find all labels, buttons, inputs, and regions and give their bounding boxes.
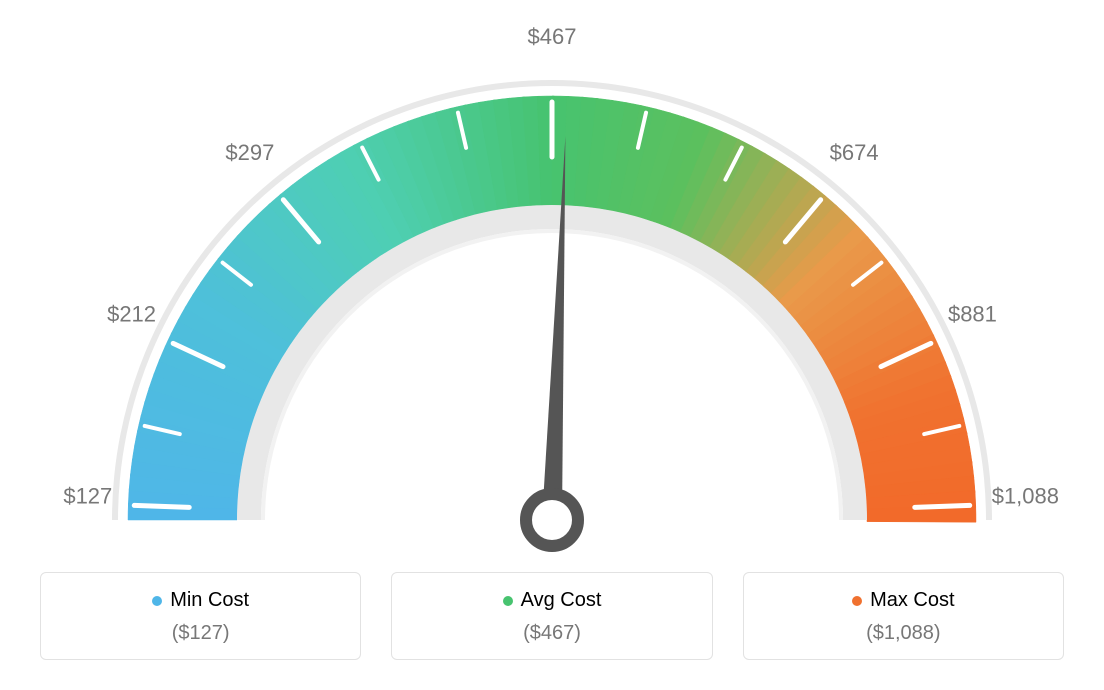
legend-label-max: Max Cost (852, 589, 954, 612)
legend-card-min: Min Cost ($127) (40, 572, 361, 660)
gauge-tick-label: $1,088 (992, 484, 1059, 509)
legend-card-max: Max Cost ($1,088) (743, 572, 1064, 660)
gauge-chart: $127 $212 $297 $467 $674 $881 $1,088 (0, 0, 1104, 560)
gauge-tick-label: $212 (107, 301, 156, 326)
legend-dot-max (852, 596, 862, 606)
legend-value-avg: ($467) (400, 622, 703, 645)
legend-text-min: Min Cost (170, 589, 249, 612)
legend-value-max: ($1,088) (752, 622, 1055, 645)
gauge-tick-label: $467 (528, 24, 577, 49)
legend-card-avg: Avg Cost ($467) (391, 572, 712, 660)
legend-dot-avg (503, 596, 513, 606)
legend-value-min: ($127) (49, 622, 352, 645)
gauge-tick-label: $674 (830, 140, 879, 165)
gauge-tick-label: $881 (948, 301, 997, 326)
legend-text-avg: Avg Cost (521, 589, 602, 612)
gauge-needle-hub (526, 494, 578, 546)
gauge-tick-label: $127 (63, 484, 112, 509)
legend-text-max: Max Cost (870, 589, 954, 612)
gauge-tick-label: $297 (225, 140, 274, 165)
legend-label-min: Min Cost (152, 589, 249, 612)
legend-label-avg: Avg Cost (503, 589, 602, 612)
legend-dot-min (152, 596, 162, 606)
legend-row: Min Cost ($127) Avg Cost ($467) Max Cost… (40, 572, 1064, 660)
